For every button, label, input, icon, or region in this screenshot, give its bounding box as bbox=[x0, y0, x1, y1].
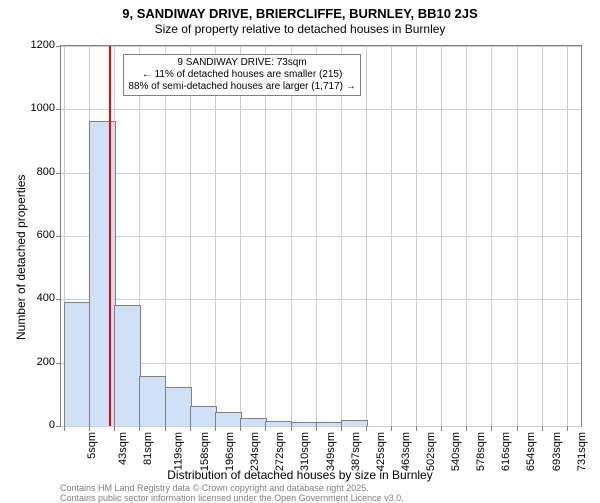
x-tick-label: 425sqm bbox=[375, 432, 387, 471]
x-tick-mark bbox=[64, 426, 65, 431]
x-tick-mark bbox=[341, 426, 342, 431]
gridline-vertical bbox=[542, 46, 543, 426]
x-tick-mark bbox=[190, 426, 191, 431]
histogram-bar bbox=[341, 420, 368, 426]
x-tick-label: 349sqm bbox=[325, 432, 337, 471]
x-tick-mark bbox=[114, 426, 115, 431]
x-tick-label: 578sqm bbox=[476, 432, 488, 471]
annotation-line: 9 SANDIWAY DRIVE: 73sqm bbox=[128, 57, 355, 69]
x-tick-label: 731sqm bbox=[576, 432, 588, 471]
gridline-vertical bbox=[416, 46, 417, 426]
x-tick-label: 158sqm bbox=[199, 432, 211, 471]
gridline-vertical bbox=[466, 46, 467, 426]
x-tick-label: 616sqm bbox=[501, 432, 513, 471]
histogram-bar bbox=[190, 406, 217, 426]
x-tick-mark bbox=[240, 426, 241, 431]
histogram-bar bbox=[64, 302, 91, 427]
histogram-bar bbox=[215, 412, 242, 426]
y-tick-mark bbox=[56, 426, 61, 427]
y-tick-mark bbox=[56, 299, 61, 300]
x-tick-mark bbox=[416, 426, 417, 431]
x-tick-mark bbox=[291, 426, 292, 431]
annotation-line: ← 11% of detached houses are smaller (21… bbox=[128, 69, 355, 81]
y-tick-label: 800 bbox=[15, 166, 55, 178]
x-tick-label: 463sqm bbox=[400, 432, 412, 471]
gridline-vertical bbox=[567, 46, 568, 426]
y-tick-mark bbox=[56, 109, 61, 110]
x-tick-label: 43sqm bbox=[117, 432, 129, 465]
x-tick-label: 196sqm bbox=[224, 432, 236, 471]
histogram-bar bbox=[89, 121, 116, 426]
x-tick-label: 234sqm bbox=[249, 432, 261, 471]
y-tick-mark bbox=[56, 46, 61, 47]
gridline-vertical bbox=[341, 46, 342, 426]
x-tick-label: 81sqm bbox=[142, 432, 154, 465]
gridline-vertical bbox=[265, 46, 266, 426]
gridline-vertical bbox=[190, 46, 191, 426]
chart-container: 9, SANDIWAY DRIVE, BRIERCLIFFE, BURNLEY,… bbox=[0, 0, 600, 500]
x-tick-mark bbox=[491, 426, 492, 431]
y-tick-label: 600 bbox=[15, 229, 55, 241]
x-tick-mark bbox=[89, 426, 90, 431]
x-tick-label: 310sqm bbox=[299, 432, 311, 471]
x-tick-mark bbox=[139, 426, 140, 431]
histogram-bar bbox=[291, 422, 318, 426]
gridline-vertical bbox=[240, 46, 241, 426]
y-tick-label: 1000 bbox=[15, 102, 55, 114]
footer-line-1: Contains HM Land Registry data © Crown c… bbox=[60, 483, 404, 493]
chart-title-main: 9, SANDIWAY DRIVE, BRIERCLIFFE, BURNLEY,… bbox=[0, 6, 600, 21]
plot-area: 9 SANDIWAY DRIVE: 73sqm← 11% of detached… bbox=[60, 45, 582, 427]
x-axis-label: Distribution of detached houses by size … bbox=[0, 468, 600, 482]
x-tick-label: 272sqm bbox=[274, 432, 286, 471]
x-tick-mark bbox=[391, 426, 392, 431]
footer-attribution: Contains HM Land Registry data © Crown c… bbox=[60, 483, 404, 503]
y-tick-mark bbox=[56, 363, 61, 364]
y-tick-mark bbox=[56, 236, 61, 237]
x-tick-mark bbox=[441, 426, 442, 431]
y-tick-mark bbox=[56, 173, 61, 174]
x-tick-mark bbox=[567, 426, 568, 431]
annotation-box: 9 SANDIWAY DRIVE: 73sqm← 11% of detached… bbox=[123, 54, 360, 96]
y-tick-label: 1200 bbox=[15, 39, 55, 51]
gridline-vertical bbox=[291, 46, 292, 426]
y-tick-label: 400 bbox=[15, 292, 55, 304]
x-tick-mark bbox=[215, 426, 216, 431]
annotation-line: 88% of semi-detached houses are larger (… bbox=[128, 81, 355, 93]
x-tick-mark bbox=[316, 426, 317, 431]
gridline-vertical bbox=[366, 46, 367, 426]
histogram-bar bbox=[265, 421, 292, 426]
gridline-vertical bbox=[316, 46, 317, 426]
x-tick-label: 654sqm bbox=[526, 432, 538, 471]
x-tick-mark bbox=[466, 426, 467, 431]
gridline-vertical bbox=[491, 46, 492, 426]
chart-title-sub: Size of property relative to detached ho… bbox=[0, 22, 600, 36]
gridline-vertical bbox=[517, 46, 518, 426]
property-marker-line bbox=[109, 46, 111, 426]
x-tick-label: 387sqm bbox=[350, 432, 362, 471]
y-axis-label: Number of detached properties bbox=[14, 175, 28, 340]
gridline-vertical bbox=[391, 46, 392, 426]
x-tick-label: 693sqm bbox=[551, 432, 563, 471]
x-tick-mark bbox=[517, 426, 518, 431]
x-tick-mark bbox=[165, 426, 166, 431]
histogram-bar bbox=[240, 418, 267, 426]
x-tick-mark bbox=[542, 426, 543, 431]
histogram-bar bbox=[139, 376, 166, 426]
gridline-vertical bbox=[215, 46, 216, 426]
y-tick-label: 0 bbox=[15, 419, 55, 431]
x-tick-mark bbox=[265, 426, 266, 431]
histogram-bar bbox=[114, 305, 141, 426]
gridline-vertical bbox=[165, 46, 166, 426]
y-tick-label: 200 bbox=[15, 356, 55, 368]
x-tick-label: 5sqm bbox=[86, 432, 98, 459]
histogram-bar bbox=[165, 387, 192, 426]
x-tick-label: 119sqm bbox=[173, 432, 185, 470]
gridline-vertical bbox=[441, 46, 442, 426]
histogram-bar bbox=[316, 422, 343, 426]
x-tick-label: 540sqm bbox=[451, 432, 463, 471]
x-tick-label: 502sqm bbox=[426, 432, 438, 471]
x-tick-mark bbox=[366, 426, 367, 431]
footer-line-2: Contains public sector information licen… bbox=[60, 493, 404, 503]
